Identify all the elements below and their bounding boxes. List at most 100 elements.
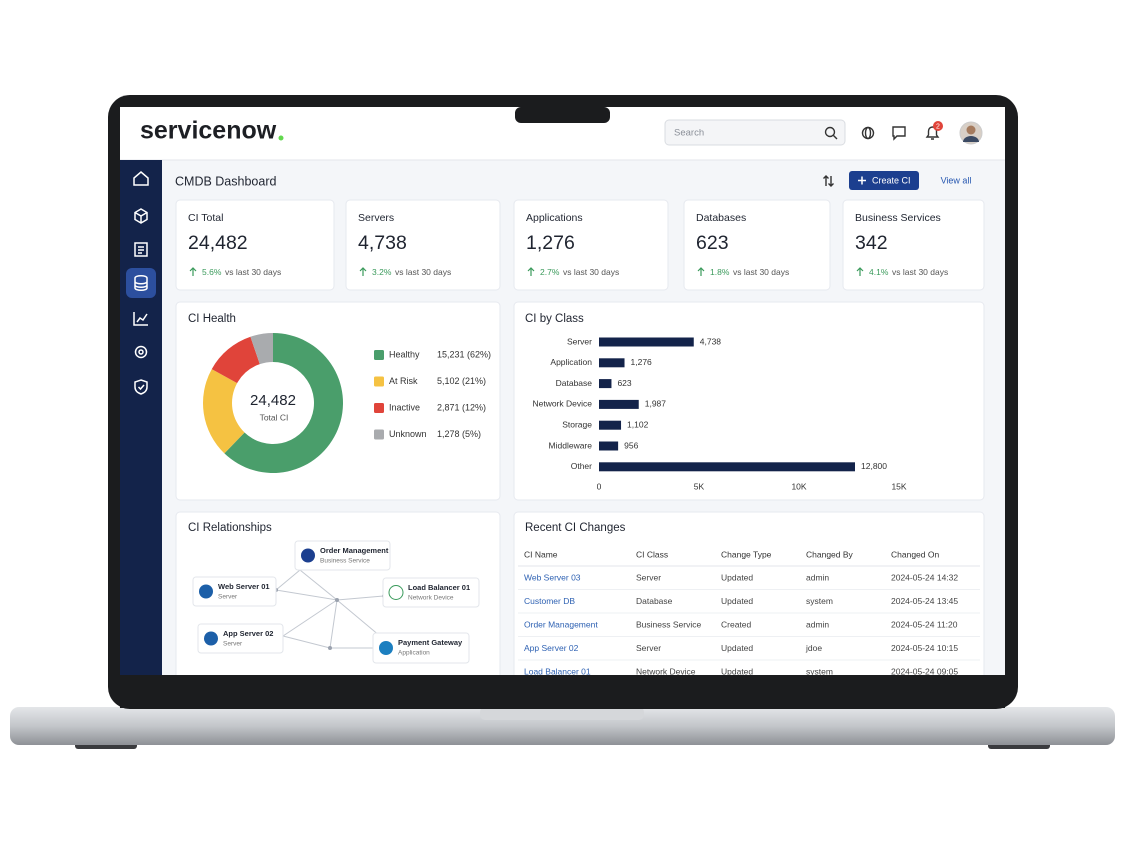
dashboard-title: CMDB Dashboard (175, 174, 276, 188)
table-header: CI Name (524, 549, 558, 559)
table-cell: Network Device (636, 666, 696, 676)
legend-swatch (374, 429, 384, 440)
bar-value-label: 1,987 (645, 399, 667, 409)
ci-name-link[interactable]: App Server 02 (524, 643, 579, 653)
kpi-value: 342 (855, 232, 888, 254)
table-cell: admin (806, 619, 829, 629)
bar (599, 420, 622, 430)
node-icon (204, 631, 218, 646)
donut-segment (250, 333, 273, 365)
create-button-label: Create CI (872, 175, 911, 185)
donut-segment (203, 369, 245, 454)
bar (599, 379, 612, 389)
node-type: Server (218, 594, 238, 601)
list-icon[interactable] (134, 242, 148, 257)
table-cell: 2024-05-24 11:20 (891, 619, 958, 629)
kpi-change: 2.7% (540, 267, 560, 277)
legend-label: At Risk (389, 376, 418, 386)
trend-arrow (697, 267, 705, 276)
view-all-link[interactable]: View all (941, 175, 972, 185)
table-cell: 2024-05-24 13:45 (891, 596, 958, 606)
camera-notch (515, 107, 610, 123)
kpi-value: 623 (696, 232, 729, 254)
trend-arrow (359, 267, 367, 276)
legend-label: Unknown (389, 429, 427, 439)
donut-center-value: 24,482 (250, 392, 296, 409)
bar (599, 399, 639, 409)
legend-label: Healthy (389, 349, 420, 359)
trend-arrow (189, 267, 197, 276)
node-icon (199, 584, 213, 599)
ci-name-link[interactable]: Web Server 03 (524, 572, 581, 582)
node-type: Server (223, 641, 243, 648)
panel (513, 301, 985, 501)
legend-swatch (374, 350, 384, 360)
table-cell: Server (636, 643, 661, 653)
table-cell: Updated (721, 572, 753, 582)
bar (599, 337, 694, 347)
table-cell: Updated (721, 596, 753, 606)
bar-value-label: 623 (617, 378, 631, 388)
trend-arrow (527, 267, 535, 276)
logo-dot (278, 135, 284, 141)
kpi-label: Business Services (855, 212, 941, 224)
table-cell: jdoe (805, 643, 822, 653)
node-box (192, 576, 277, 607)
search-box[interactable] (664, 119, 846, 146)
table-cell: Created (721, 619, 752, 629)
node-box (382, 577, 480, 608)
ci-name-link[interactable]: Order Management (524, 619, 598, 629)
kpi-period: vs last 30 days (395, 267, 451, 277)
settings-icon[interactable] (134, 345, 148, 359)
panel (513, 511, 985, 675)
ci-name-link[interactable]: Customer DB (524, 596, 575, 606)
bar-category: Middleware (549, 440, 593, 450)
cube-icon[interactable] (134, 208, 148, 224)
chat-icon[interactable] (892, 126, 906, 141)
table-cell: 2024-05-24 10:15 (891, 643, 958, 653)
kpi-card (842, 199, 985, 291)
node-icon (388, 585, 404, 600)
home-icon[interactable] (133, 171, 149, 186)
kpi-card (345, 199, 501, 291)
node-label: Load Balancer 01 (408, 583, 470, 592)
node-label: Web Server 01 (218, 582, 270, 591)
shield-icon[interactable] (134, 379, 148, 395)
legend-value: 1,278 (5%) (437, 429, 481, 439)
kpi-period: vs last 30 days (733, 267, 789, 277)
kpi-card (513, 199, 669, 291)
x-tick-label: 15K (891, 481, 906, 491)
sort-icon[interactable] (823, 175, 834, 187)
donut-segment (211, 336, 260, 384)
ci-name-link[interactable]: Load Balancer 01 (524, 666, 591, 676)
search-icon (824, 126, 836, 138)
legend-swatch (374, 376, 384, 387)
node-label: App Server 02 (223, 629, 273, 638)
kpi-change: 4.1% (869, 267, 889, 277)
bar-category: Server (567, 336, 592, 346)
node-type: Business Service (320, 558, 370, 565)
node-box (294, 540, 391, 571)
laptop-base (10, 707, 1115, 745)
table-cell: Business Service (636, 619, 701, 629)
table-cell: system (806, 666, 833, 676)
table-cell: admin (806, 572, 829, 582)
bar (599, 358, 625, 368)
kpi-period: vs last 30 days (225, 267, 281, 277)
settings-icon (138, 349, 144, 355)
sidebar (120, 160, 162, 675)
create-button[interactable] (849, 171, 919, 190)
bar-value-label: 956 (624, 440, 638, 450)
bar-category: Storage (562, 419, 592, 429)
kpi-label: Databases (696, 212, 746, 224)
search-icon (833, 135, 838, 140)
search-placeholder: Search (674, 128, 704, 139)
kpi-value: 1,276 (526, 232, 575, 254)
kpi-card (683, 199, 831, 291)
legend-label: Inactive (389, 402, 420, 412)
notification-badge (933, 121, 943, 131)
database-icon[interactable] (134, 275, 148, 291)
chart-icon[interactable] (133, 312, 148, 326)
table-header: Change Type (721, 549, 772, 559)
kpi-label: Applications (526, 212, 583, 224)
